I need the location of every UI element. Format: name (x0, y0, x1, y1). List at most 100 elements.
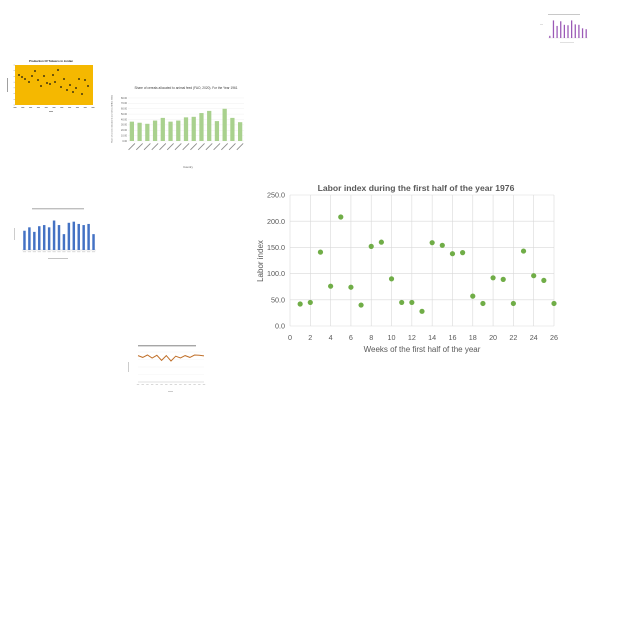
bar (168, 121, 173, 141)
bars (23, 220, 95, 250)
bar (214, 121, 220, 141)
bar (137, 122, 142, 141)
category-label-mark (151, 143, 159, 151)
x-tick-label-mark (179, 384, 182, 385)
data-point (43, 75, 45, 77)
bar (67, 222, 71, 250)
x-tick-label-mark (62, 251, 66, 253)
category-label-mark (159, 143, 167, 151)
x-tick-label: 12 (408, 333, 416, 342)
data-point (348, 284, 354, 290)
data-point (75, 87, 77, 89)
x-tick-label-mark (146, 384, 149, 385)
y-tick-label: 20.00 (121, 129, 128, 132)
x-tick-label: 14 (428, 333, 436, 342)
x-tick-labels: 0 2 4 6 8 10 12 14 16 18 20 22 24 26 (288, 333, 558, 342)
orange-line-chart (124, 342, 210, 396)
x-tick-label: 6 (349, 333, 353, 342)
data-point (81, 93, 83, 95)
x-tick-label: 26 (550, 333, 558, 342)
data-point (31, 75, 33, 77)
y-tick-label: 50.00 (121, 113, 128, 116)
data-point (24, 78, 26, 80)
bar (581, 28, 584, 38)
bar (82, 225, 85, 250)
data-point (54, 81, 56, 83)
data-point (52, 74, 54, 76)
chart-title-text (548, 14, 580, 15)
data-point (460, 250, 466, 256)
data-point (60, 86, 62, 88)
labor-index-chart: Labor index during the first half of the… (254, 178, 566, 358)
data-points (297, 214, 557, 314)
bar (199, 113, 204, 141)
data-point (307, 299, 313, 306)
x-tick-label-mark (165, 384, 168, 385)
bar (57, 225, 61, 250)
x-tick-label-mark (36, 107, 40, 108)
data-point (470, 293, 476, 299)
y-axis-label-mark (7, 78, 8, 92)
x-tick-label: 10 (388, 333, 396, 342)
data-point (399, 299, 405, 306)
data-point (541, 277, 547, 284)
x-tick-label: 8 (369, 333, 373, 342)
data-point (87, 85, 89, 87)
x-tick-label-mark (193, 384, 196, 385)
data-point (338, 214, 344, 220)
bar (585, 29, 587, 38)
bar (563, 24, 565, 38)
purple-bar-chart (536, 12, 592, 46)
bar (230, 117, 235, 141)
data-point (21, 76, 23, 78)
x-tick-label-mark (67, 251, 71, 253)
data-point (419, 308, 425, 314)
category-label-mark (174, 143, 182, 151)
x-tick-label-mark (155, 384, 159, 385)
x-tick-label: 4 (329, 333, 333, 342)
category-label-mark (197, 143, 205, 151)
x-tick-label-mark (202, 384, 206, 385)
bar (578, 24, 580, 38)
bar (47, 227, 51, 250)
x-axis-label-mark (168, 391, 173, 392)
bar (152, 120, 158, 141)
chart-title-text (138, 345, 196, 347)
x-tick-label: 24 (530, 333, 538, 342)
data-point (34, 70, 36, 72)
bar (42, 225, 46, 250)
bar (38, 226, 41, 250)
data-point (520, 248, 527, 254)
data-point (46, 82, 48, 84)
x-tick-label-mark (72, 251, 76, 253)
category-label-mark (182, 143, 190, 151)
category-label-mark (221, 143, 229, 151)
category-label-mark (166, 143, 174, 151)
data-point (531, 273, 537, 279)
bars (129, 108, 243, 141)
x-tick-label-mark (60, 107, 64, 108)
bar (556, 25, 558, 38)
data-point (358, 302, 364, 308)
x-axis-label-mark (49, 111, 53, 112)
data-point (63, 78, 65, 80)
x-tick-label-mark (169, 384, 173, 385)
data-point (18, 74, 20, 76)
x-tick-label-mark (86, 251, 91, 253)
y-tick-label: 80.00 (121, 97, 128, 100)
data-point (297, 301, 303, 307)
y-axis-label: Share of cereals allocated to animal fee… (111, 95, 114, 143)
category-label-mark (128, 143, 136, 151)
y-axis-label-mark (128, 362, 129, 372)
x-tick-label-mark (198, 384, 201, 385)
y-tick-label: 0.0 (275, 322, 285, 331)
data-point (510, 300, 516, 307)
category-label-mark (143, 143, 151, 151)
x-tick-label-mark (57, 251, 61, 253)
bar (72, 221, 76, 250)
bar (552, 20, 555, 38)
y-axis-label: Labor index (256, 240, 265, 282)
y-tick-label: 100.0 (267, 269, 285, 278)
x-tick-label-mark (91, 107, 95, 108)
x-tick-label-mark (183, 384, 187, 385)
